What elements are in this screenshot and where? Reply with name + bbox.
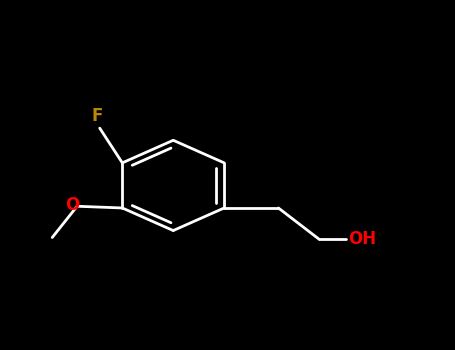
Text: OH: OH	[349, 230, 377, 248]
Text: O: O	[65, 196, 79, 213]
Text: F: F	[92, 107, 103, 125]
